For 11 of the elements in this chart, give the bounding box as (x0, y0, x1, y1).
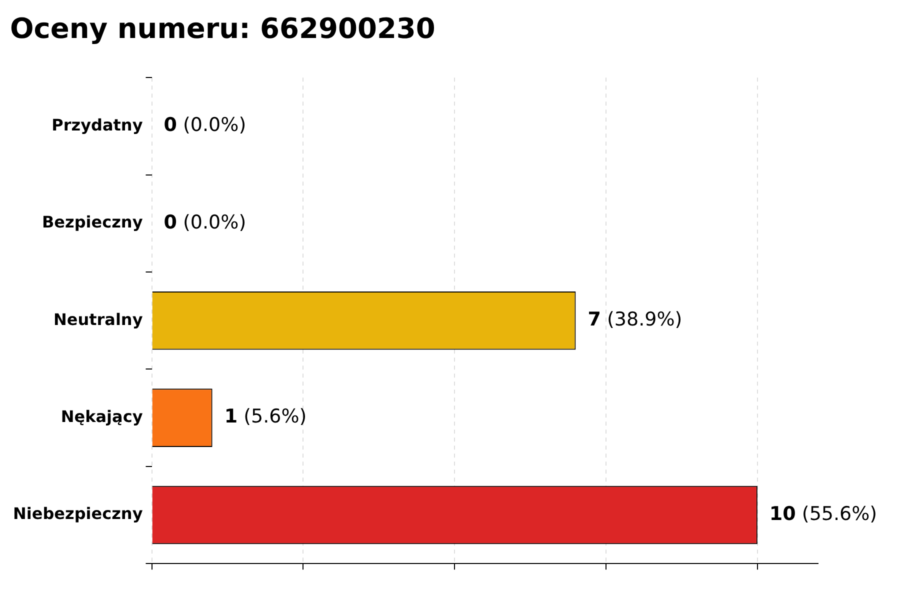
data-label: 0 (0.0%) (164, 114, 246, 136)
data-label: 0 (0.0%) (164, 211, 246, 234)
y-tick-label: Nękający (60, 406, 144, 426)
y-tick-label: Bezpieczny (42, 212, 144, 232)
y-tick-label: Przydatny (52, 115, 144, 134)
data-label: 1 (5.6%) (224, 406, 307, 428)
y-tick-label: Neutralny (53, 310, 144, 329)
chart-title: Oceny numeru: 662900230 (10, 12, 436, 46)
data-label: 10 (55.6%) (769, 502, 878, 525)
y-tick-label: Niebezpieczny (13, 504, 144, 524)
data-label: 7 (38.9%) (588, 308, 682, 331)
